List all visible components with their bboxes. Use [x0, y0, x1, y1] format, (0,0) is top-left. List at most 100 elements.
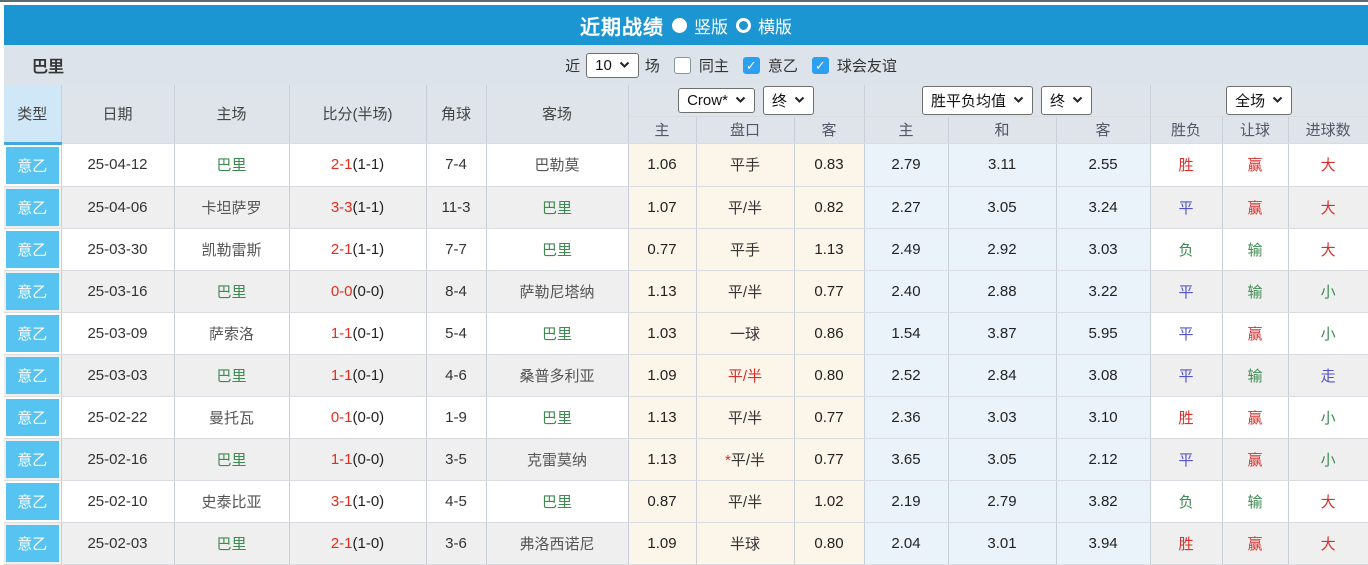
- header-date: 日期: [61, 85, 175, 144]
- home-team-cell[interactable]: 巴里: [174, 270, 290, 313]
- league-badge: 意乙: [6, 188, 59, 226]
- home-team-cell[interactable]: 巴里: [174, 522, 290, 565]
- home-team-name: 史泰比亚: [201, 493, 262, 511]
- avg-away-cell: 2.12: [1056, 438, 1151, 481]
- away-team-cell[interactable]: 克雷莫纳: [486, 438, 629, 481]
- away-team-cell[interactable]: 巴里: [486, 396, 629, 439]
- handicap-value: 平/半: [730, 451, 765, 469]
- match-count-select[interactable]: 10: [586, 52, 639, 78]
- result-value: 胜: [1178, 409, 1194, 427]
- home-team-cell[interactable]: 巴里: [174, 354, 290, 397]
- league-cell: 意乙: [4, 186, 62, 229]
- table-row[interactable]: 意乙 25-04-06 卡坦萨罗 3-3(1-1) 11-3 巴里 1.07 平…: [4, 186, 1368, 229]
- away-team-cell[interactable]: 巴里: [486, 312, 629, 355]
- club-friendly-label: 球会友谊: [836, 57, 897, 75]
- header-corners: 角球: [426, 85, 487, 144]
- score-cell: 2-1(1-1): [289, 143, 427, 187]
- serie-b-checkbox[interactable]: [742, 56, 760, 74]
- avg-type-select[interactable]: 胜平负均值: [922, 85, 1034, 115]
- league-badge: 意乙: [6, 440, 59, 478]
- avg-away-cell: 3.22: [1056, 270, 1151, 313]
- subheader-handicap-result: 让球: [1222, 116, 1289, 144]
- result-cell: 负: [1150, 480, 1223, 523]
- away-team-cell[interactable]: 巴里: [486, 228, 629, 271]
- handicap-result-cell: 赢: [1222, 312, 1289, 355]
- result-cell: 平: [1150, 438, 1223, 481]
- home-team-cell[interactable]: 曼托瓦: [174, 396, 290, 439]
- odds-home-cell: 1.07: [628, 186, 697, 229]
- avg-away-cell: 3.24: [1056, 186, 1151, 229]
- away-team-cell[interactable]: 巴里: [486, 480, 629, 523]
- odds-home-cell: 1.13: [628, 396, 697, 439]
- avg-away-cell: 3.10: [1056, 396, 1151, 439]
- score-cell: 0-1(0-0): [289, 396, 427, 439]
- table-row[interactable]: 意乙 25-02-10 史泰比亚 3-1(1-0) 4-5 巴里 0.87 平/…: [4, 480, 1368, 523]
- table-row[interactable]: 意乙 25-02-22 曼托瓦 0-1(0-0) 1-9 巴里 1.13 平/半…: [4, 396, 1368, 439]
- chevron-down-icon: [1072, 97, 1083, 104]
- away-team-cell[interactable]: 巴里: [486, 186, 629, 229]
- away-team-name: 巴里: [541, 493, 572, 511]
- handicap-value: 平/半: [727, 409, 763, 427]
- handicap-value: 半球: [729, 535, 760, 553]
- table-row[interactable]: 意乙 25-03-30 凯勒雷斯 2-1(1-1) 7-7 巴里 0.77 平手…: [4, 228, 1368, 271]
- handicap-cell: *平/半: [696, 438, 795, 481]
- table-row[interactable]: 意乙 25-03-16 巴里 0-0(0-0) 8-4 萨勒尼塔纳 1.13 平…: [4, 270, 1368, 313]
- date-cell: 25-02-03: [61, 522, 175, 565]
- full-time-score: 3-3: [330, 198, 353, 216]
- away-team-name: 萨勒尼塔纳: [519, 283, 595, 301]
- goals-cell: 大: [1288, 522, 1368, 565]
- away-team-cell[interactable]: 弗洛西诺尼: [486, 522, 629, 565]
- radio-selected-icon[interactable]: [672, 17, 687, 33]
- odds-company-select[interactable]: Crow*: [678, 87, 755, 113]
- full-time-score: 2-1: [330, 240, 353, 258]
- layout-radio-horizontal[interactable]: 横版: [736, 13, 792, 38]
- away-team-cell[interactable]: 桑普多利亚: [486, 354, 629, 397]
- date-cell: 25-03-16: [61, 270, 175, 313]
- odds-home-cell: 0.87: [628, 480, 697, 523]
- corners-cell: 1-9: [426, 396, 487, 439]
- full-time-score: 2-1: [330, 156, 353, 173]
- away-team-cell[interactable]: 巴勒莫: [486, 143, 629, 187]
- table-row[interactable]: 意乙 25-04-12 巴里 2-1(1-1) 7-4 巴勒莫 1.06 平手 …: [4, 143, 1368, 187]
- home-team-cell[interactable]: 萨索洛: [174, 312, 290, 355]
- odds-away-cell: 0.80: [794, 522, 865, 565]
- handicap-result-cell: 输: [1222, 354, 1289, 397]
- layout-radio-vertical[interactable]: 竖版: [672, 13, 728, 38]
- home-team-cell[interactable]: 史泰比亚: [174, 480, 290, 523]
- table-row[interactable]: 意乙 25-02-16 巴里 1-1(0-0) 3-5 克雷莫纳 1.13 *平…: [4, 438, 1368, 481]
- odds-time-select[interactable]: 终: [762, 85, 814, 115]
- goals-cell: 小: [1288, 438, 1368, 481]
- home-team-cell[interactable]: 巴里: [174, 143, 290, 187]
- near-label: 近: [565, 57, 581, 75]
- table-row[interactable]: 意乙 25-03-03 巴里 1-1(0-1) 4-6 桑普多利亚 1.09 平…: [4, 354, 1368, 397]
- scope-select[interactable]: 全场: [1226, 85, 1293, 115]
- chevron-down-icon: [1272, 97, 1283, 104]
- avg-time-select[interactable]: 终: [1041, 85, 1093, 115]
- handicap-result-value: 输: [1247, 241, 1263, 259]
- away-team-cell[interactable]: 萨勒尼塔纳: [486, 270, 629, 313]
- home-team-cell[interactable]: 巴里: [174, 438, 290, 481]
- radio-unselected-icon[interactable]: [736, 17, 751, 33]
- subheader-avg-away: 客: [1056, 116, 1151, 144]
- subheader-avg-home: 主: [864, 116, 949, 144]
- table-row[interactable]: 意乙 25-02-03 巴里 2-1(1-0) 3-6 弗洛西诺尼 1.09 半…: [4, 522, 1368, 565]
- league-cell: 意乙: [4, 354, 62, 397]
- date-cell: 25-02-10: [61, 480, 175, 523]
- subheader-odds-home: 主: [628, 116, 697, 144]
- home-team-cell[interactable]: 卡坦萨罗: [174, 186, 290, 229]
- result-value: 胜: [1178, 157, 1194, 174]
- club-friendly-checkbox[interactable]: [811, 56, 829, 74]
- handicap-result-value: 输: [1247, 367, 1263, 385]
- chevron-down-icon: [1013, 97, 1024, 104]
- avg-home-cell: 2.19: [864, 480, 949, 523]
- home-team-name: 巴里: [216, 157, 247, 174]
- league-cell: 意乙: [4, 312, 62, 355]
- avg-away-cell: 3.08: [1056, 354, 1151, 397]
- table-row[interactable]: 意乙 25-03-09 萨索洛 1-1(0-1) 5-4 巴里 1.03 一球 …: [4, 312, 1368, 355]
- same-home-checkbox[interactable]: [673, 56, 691, 74]
- avg-home-cell: 3.65: [864, 438, 949, 481]
- half-time-score: (0-0): [352, 282, 385, 300]
- result-value: 胜: [1178, 535, 1194, 553]
- home-team-cell[interactable]: 凯勒雷斯: [174, 228, 290, 271]
- result-value: 负: [1178, 493, 1194, 511]
